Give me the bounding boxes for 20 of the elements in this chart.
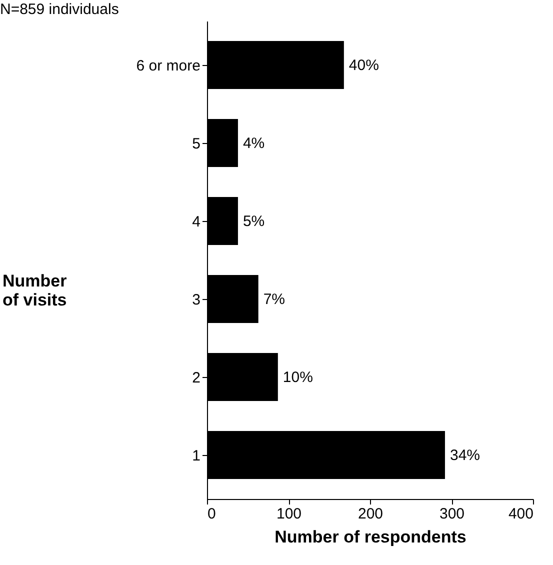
x-tick-label: 300 — [439, 506, 465, 522]
y-tick-label: 3 — [192, 292, 200, 308]
annotation: 7% — [263, 291, 286, 308]
x-tick-label: 100 — [276, 506, 302, 522]
y-tick-label: 1 — [192, 448, 200, 464]
x-axis-title: Number of respondents — [274, 528, 466, 546]
y-tick-label: 6 or more — [136, 58, 200, 74]
y-tick-label: 4 — [192, 214, 200, 230]
annotation: 40% — [348, 57, 379, 74]
x-tick-label: 400 — [508, 506, 534, 522]
annotation: 10% — [282, 369, 313, 386]
annotation: 34% — [450, 447, 480, 464]
x-tick-label: 0 — [208, 506, 216, 522]
y-tick-label: 2 — [192, 370, 200, 386]
text: N=859 individuals — [0, 1, 119, 18]
y-axis-title: Number of visits — [2, 272, 68, 310]
annotation: 4% — [242, 135, 265, 152]
x-tick-label: 200 — [358, 506, 384, 522]
annotation: 5% — [242, 213, 265, 230]
y-tick-label: 5 — [192, 136, 200, 152]
